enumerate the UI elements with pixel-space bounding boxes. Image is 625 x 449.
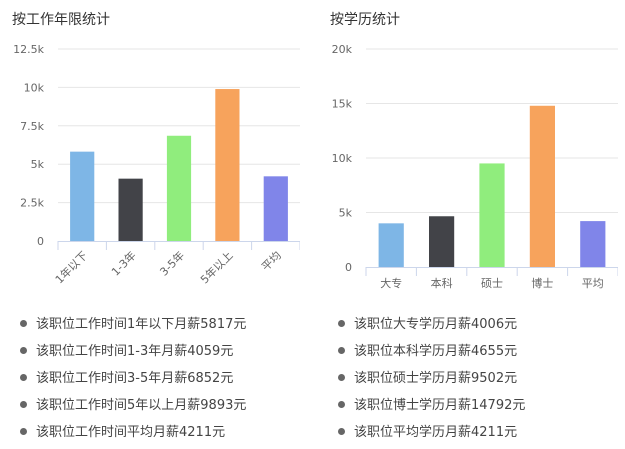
education-panel: 按学历统计 0 5k 10k 15k 20k 大专 本科 硕士 博士 平均 该职位大专学历月薪40…	[318, 0, 618, 449]
x-tick-label: 5年以上	[197, 248, 235, 286]
stat-item: 该职位本科学历月薪4655元	[338, 338, 525, 365]
stat-item: 该职位工作时间1-3年月薪4059元	[20, 338, 246, 365]
bullet-dot-icon	[338, 320, 345, 327]
bullet-dot-icon	[20, 374, 27, 381]
bullet-dot-icon	[338, 347, 345, 354]
y-tick-label: 10k	[24, 81, 45, 94]
bullet-dot-icon	[338, 428, 345, 435]
x-tick-label: 本科	[431, 276, 453, 290]
x-tick-label: 硕士	[481, 277, 503, 290]
y-tick-label: 0	[345, 261, 352, 274]
bar	[70, 151, 95, 241]
stat-text: 该职位博士学历月薪14792元	[354, 398, 526, 413]
y-tick-label: 15k	[332, 98, 353, 111]
education-bar-chart: 0 5k 10k 15k 20k 大专 本科 硕士 博士 平均	[332, 43, 618, 290]
stat-text: 该职位工作时间3-5年月薪6852元	[36, 371, 234, 386]
y-tick-label: 2.5k	[20, 197, 44, 210]
stat-item: 该职位工作时间5年以上月薪9893元	[20, 392, 246, 419]
bullet-dot-icon	[20, 428, 27, 435]
stat-text: 该职位工作时间1-3年月薪4059元	[36, 344, 234, 359]
stat-item: 该职位工作时间1年以下月薪5817元	[20, 311, 246, 338]
stat-text: 该职位大专学历月薪4006元	[354, 317, 518, 332]
x-tick-label: 1-3年	[108, 248, 138, 278]
stat-item: 该职位工作时间平均月薪4211元	[20, 419, 246, 446]
bullet-dot-icon	[20, 347, 27, 354]
bar	[118, 178, 143, 241]
work-years-stats-list: 该职位工作时间1年以下月薪5817元 该职位工作时间1-3年月薪4059元 该职…	[20, 311, 246, 446]
education-chart-title: 按学历统计	[330, 12, 400, 28]
stat-item: 该职位博士学历月薪14792元	[338, 392, 525, 419]
x-tick-label: 博士	[531, 277, 553, 290]
stat-text: 该职位本科学历月薪4655元	[354, 344, 518, 359]
y-tick-label: 7.5k	[20, 120, 44, 133]
y-tick-label: 0	[37, 235, 44, 248]
y-tick-label: 5k	[31, 158, 45, 171]
bullet-dot-icon	[338, 374, 345, 381]
stat-text: 该职位工作时间平均月薪4211元	[36, 425, 226, 440]
stat-text: 该职位工作时间5年以上月薪9893元	[36, 398, 247, 413]
bar	[166, 135, 192, 241]
bullet-dot-icon	[20, 320, 27, 327]
work-years-chart-title: 按工作年限统计	[12, 12, 110, 28]
x-tick-label: 大专	[380, 276, 402, 290]
stat-item: 该职位工作时间3-5年月薪6852元	[20, 365, 246, 392]
stat-text: 该职位工作时间1年以下月薪5817元	[36, 317, 247, 332]
y-tick-label: 12.5k	[13, 43, 44, 56]
y-tick-label: 20k	[332, 43, 353, 56]
bar	[429, 216, 455, 267]
bar	[378, 223, 404, 267]
education-stats-list: 该职位大专学历月薪4006元 该职位本科学历月薪4655元 该职位硕士学历月薪9…	[338, 311, 525, 446]
bar	[479, 163, 505, 267]
bar	[263, 176, 288, 241]
y-tick-label: 10k	[332, 152, 353, 165]
bullet-dot-icon	[20, 401, 27, 408]
x-tick-label: 1年以下	[52, 248, 90, 286]
stat-text: 该职位平均学历月薪4211元	[354, 425, 518, 440]
work-years-bar-chart: 0 2.5k 5k 7.5k 10k 12.5k 1年以下 1-3年 3-5年 5年以上 平均	[13, 43, 300, 286]
x-tick-label: 平均	[582, 277, 604, 290]
bar	[215, 89, 240, 241]
bar	[529, 105, 555, 267]
bullet-dot-icon	[338, 401, 345, 408]
y-tick-label: 5k	[339, 207, 353, 220]
work-years-panel: 按工作年限统计 0 2.5k 5k 7.5k 10k 12.5k 1年以下 1-3年 3-5年 5…	[0, 0, 300, 449]
stat-item: 该职位大专学历月薪4006元	[338, 311, 525, 338]
stat-item: 该职位平均学历月薪4211元	[338, 419, 525, 446]
x-tick-label: 3-5年	[157, 248, 187, 278]
stat-text: 该职位硕士学历月薪9502元	[354, 371, 518, 386]
stat-item: 该职位硕士学历月薪9502元	[338, 365, 525, 392]
bar	[580, 221, 606, 267]
x-tick-label: 平均	[259, 249, 284, 274]
